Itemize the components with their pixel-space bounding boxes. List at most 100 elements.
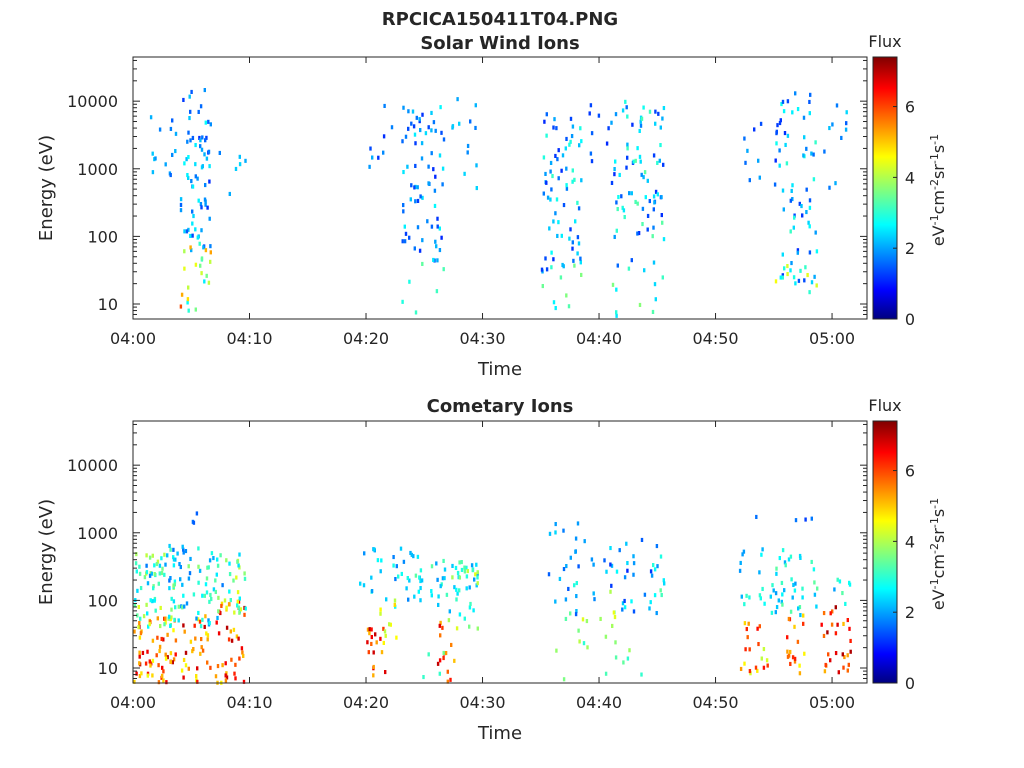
flux-cell <box>636 231 639 236</box>
flux-cell <box>138 650 141 655</box>
flux-cell <box>807 220 810 225</box>
flux-cell <box>189 109 192 114</box>
flux-cell <box>183 249 186 254</box>
flux-cell <box>834 181 837 186</box>
flux-cell <box>465 586 468 591</box>
y-tick-label: 100 <box>87 591 118 610</box>
flux-cell <box>197 109 200 114</box>
flux-cell <box>408 235 411 240</box>
flux-cell <box>168 586 171 591</box>
flux-cell <box>171 118 174 123</box>
flux-cell <box>544 171 547 176</box>
flux-cell <box>545 112 548 117</box>
flux-cell <box>781 275 784 280</box>
flux-cell <box>841 652 844 657</box>
flux-cell <box>402 559 406 564</box>
flux-cell <box>551 174 554 179</box>
flux-cell <box>806 273 809 278</box>
flux-cell <box>463 616 466 621</box>
flux-cell <box>577 628 580 633</box>
flux-cell <box>451 575 454 580</box>
flux-cell <box>794 91 797 96</box>
flux-cell <box>662 237 666 242</box>
flux-cell <box>778 163 781 168</box>
flux-cell <box>808 224 811 229</box>
flux-cell <box>439 105 442 110</box>
flux-cell <box>183 629 186 634</box>
flux-cell <box>244 158 247 163</box>
flux-cell <box>786 133 790 138</box>
flux-cell <box>438 248 442 253</box>
flux-cell <box>191 135 195 140</box>
flux-cell <box>621 601 625 606</box>
flux-cell <box>654 109 657 114</box>
flux-cell <box>572 258 575 263</box>
flux-cell <box>592 562 595 567</box>
flux-cell <box>227 637 231 642</box>
flux-cell <box>174 149 177 154</box>
flux-cell <box>557 176 560 181</box>
flux-cell <box>474 103 477 108</box>
flux-cell <box>135 569 138 574</box>
x-tick-label: 04:50 <box>692 693 738 712</box>
flux-cell <box>565 136 568 141</box>
flux-cell <box>443 576 446 581</box>
flux-cell <box>792 275 796 280</box>
flux-cell <box>617 195 620 200</box>
flux-cell <box>203 624 206 629</box>
flux-cell <box>472 608 475 613</box>
flux-cell <box>540 267 544 272</box>
flux-cell <box>548 226 551 231</box>
flux-cell <box>189 138 192 143</box>
flux-cell <box>182 547 185 552</box>
flux-cell <box>194 227 197 232</box>
flux-cell <box>172 628 175 633</box>
flux-cell <box>138 571 142 576</box>
flux-cell <box>791 183 794 188</box>
flux-cell <box>797 606 800 611</box>
flux-cell <box>203 152 206 157</box>
flux-cell <box>242 679 246 684</box>
flux-cell <box>654 297 657 302</box>
flux-cell <box>407 109 410 114</box>
flux-cell <box>418 248 422 253</box>
flux-cell <box>237 605 241 610</box>
flux-cell <box>181 605 184 610</box>
flux-cell <box>580 139 583 144</box>
flux-cell <box>577 206 581 211</box>
flux-cell <box>154 608 157 613</box>
flux-cell <box>658 158 661 163</box>
flux-cell <box>749 671 752 676</box>
flux-cell <box>169 173 172 178</box>
flux-cell <box>400 571 403 576</box>
flux-cell <box>754 665 758 670</box>
flux-cell <box>545 133 548 138</box>
flux-cell <box>242 653 245 658</box>
flux-cell <box>654 189 658 194</box>
flux-cell <box>214 578 217 583</box>
flux-cell <box>640 116 644 121</box>
flux-cell <box>575 594 578 599</box>
flux-cell <box>789 649 792 654</box>
flux-cell <box>370 641 373 646</box>
flux-cell <box>560 168 563 173</box>
flux-cell <box>753 127 756 132</box>
flux-cell <box>168 614 171 619</box>
flux-cell <box>414 199 417 204</box>
flux-cell <box>140 671 143 676</box>
flux-cell <box>615 287 618 292</box>
flux-cell <box>228 572 232 577</box>
flux-cell <box>200 147 204 152</box>
flux-cell <box>794 281 797 286</box>
colorbar-gradient <box>872 56 898 320</box>
flux-cell <box>187 576 191 581</box>
flux-cell <box>199 138 202 143</box>
flux-cell <box>842 621 845 626</box>
flux-cell <box>442 656 445 661</box>
flux-cell <box>133 603 137 608</box>
flux-cell <box>419 568 423 573</box>
flux-cell <box>395 564 398 569</box>
flux-cell <box>785 161 789 166</box>
flux-cell <box>410 121 413 126</box>
flux-cell <box>812 567 816 572</box>
